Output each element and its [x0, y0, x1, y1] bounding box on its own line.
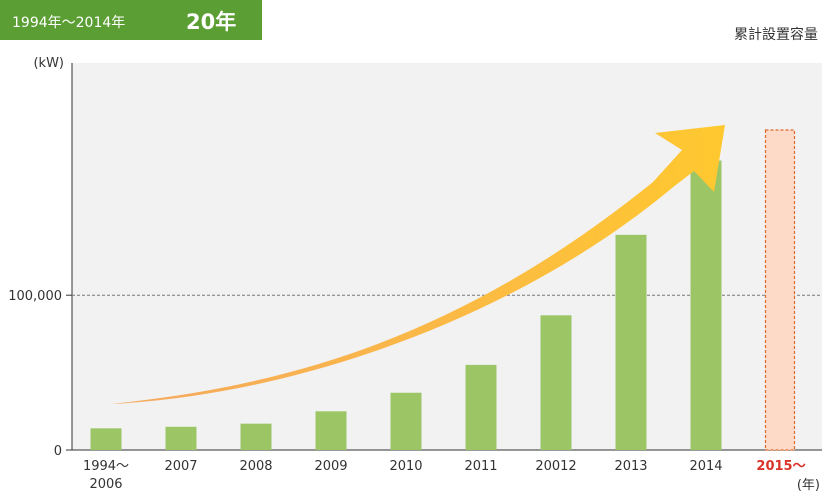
- x-ticks: 1994〜 2006 2007 2008 2009 2010 2011 20012 2013 20…: [83, 459, 806, 492]
- y-tick-label: 0: [54, 444, 62, 459]
- x-tick-label: 2013: [614, 459, 647, 474]
- x-tick-label: 1994〜: [83, 459, 129, 474]
- x-tick-label: 2011: [464, 459, 497, 474]
- x-tick-label: 2009: [314, 459, 347, 474]
- bar: [390, 392, 422, 450]
- x-tick-label: 2014: [689, 459, 722, 474]
- period-years: 20年: [186, 10, 237, 34]
- bar: [315, 411, 347, 450]
- x-tick-label: 2015〜: [756, 459, 805, 474]
- period-range: 1994年〜2014年: [12, 15, 126, 31]
- bar-projected: [764, 129, 796, 451]
- bar: [165, 426, 197, 450]
- y-ticks: 0 100,000: [8, 289, 72, 459]
- bar: [240, 423, 272, 450]
- x-tick-label: 2008: [239, 459, 272, 474]
- y-axis-label: (kW): [33, 56, 64, 71]
- bar: [90, 428, 122, 450]
- bar: [540, 315, 572, 450]
- period-badge: 1994年〜2014年 20年: [0, 0, 262, 40]
- bars: [90, 129, 796, 451]
- x-tick-label: 2007: [164, 459, 197, 474]
- x-tick-label-line2: 2006: [89, 477, 122, 492]
- bar: [690, 160, 722, 451]
- cumulative-capacity-label: 累計設置容量: [734, 27, 818, 43]
- x-tick-label: 20012: [535, 459, 576, 474]
- x-axis-unit: (年): [797, 478, 820, 493]
- y-tick-label: 100,000: [8, 289, 62, 304]
- x-tick-label: 2010: [389, 459, 422, 474]
- bar: [465, 364, 497, 450]
- bar: [615, 234, 647, 450]
